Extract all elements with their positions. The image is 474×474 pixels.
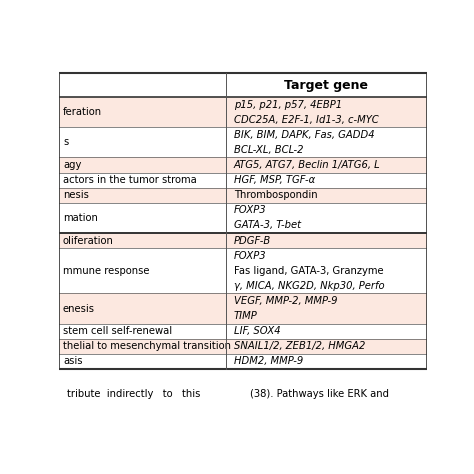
Text: FOXP3: FOXP3 <box>234 205 266 215</box>
Bar <box>59 203 427 233</box>
Text: BIK, BIM, DAPK, Fas, GADD4: BIK, BIM, DAPK, Fas, GADD4 <box>234 130 374 140</box>
Text: mmune response: mmune response <box>63 266 149 276</box>
Bar <box>59 173 427 188</box>
Text: oliferation: oliferation <box>63 236 114 246</box>
Text: GATA-3, T-bet: GATA-3, T-bet <box>234 220 301 230</box>
Bar <box>59 233 427 248</box>
Text: VEGF, MMP-2, MMP-9: VEGF, MMP-2, MMP-9 <box>234 296 337 306</box>
Text: nesis: nesis <box>63 190 89 200</box>
Text: asis: asis <box>63 356 82 366</box>
Text: ATG5, ATG7, Beclin 1/ATG6, L: ATG5, ATG7, Beclin 1/ATG6, L <box>234 160 381 170</box>
Text: PDGF-B: PDGF-B <box>234 236 271 246</box>
Text: Fas ligand, GATA-3, Granzyme: Fas ligand, GATA-3, Granzyme <box>234 266 383 276</box>
Text: HDM2, MMP-9: HDM2, MMP-9 <box>234 356 303 366</box>
Text: tribute  indirectly   to   this: tribute indirectly to this <box>66 390 200 400</box>
Bar <box>59 339 427 354</box>
Bar <box>59 157 427 173</box>
Text: CDC25A, E2F-1, Id1-3, c-MYC: CDC25A, E2F-1, Id1-3, c-MYC <box>234 115 379 125</box>
Text: Target gene: Target gene <box>284 79 368 91</box>
Bar <box>59 97 427 127</box>
Text: SNAIL1/2, ZEB1/2, HMGA2: SNAIL1/2, ZEB1/2, HMGA2 <box>234 341 365 351</box>
Text: thelial to mesenchymal transition: thelial to mesenchymal transition <box>63 341 231 351</box>
Bar <box>59 324 427 339</box>
Bar <box>59 188 427 203</box>
Text: stem cell self-renewal: stem cell self-renewal <box>63 326 172 336</box>
Text: BCL-XL, BCL-2: BCL-XL, BCL-2 <box>234 145 303 155</box>
Bar <box>59 354 427 369</box>
Text: FOXP3: FOXP3 <box>234 251 266 261</box>
Bar <box>59 127 427 157</box>
Bar <box>59 293 427 324</box>
Text: HGF, MSP, TGF-α: HGF, MSP, TGF-α <box>234 175 315 185</box>
Text: (38). Pathways like ERK and: (38). Pathways like ERK and <box>250 390 389 400</box>
Bar <box>59 73 427 97</box>
Text: LIF, SOX4: LIF, SOX4 <box>234 326 280 336</box>
Text: feration: feration <box>63 107 102 117</box>
Text: mation: mation <box>63 213 98 223</box>
Text: p15, p21, p57, 4EBP1: p15, p21, p57, 4EBP1 <box>234 100 342 109</box>
Bar <box>59 248 427 293</box>
Text: Thrombospondin: Thrombospondin <box>234 190 318 200</box>
Text: s: s <box>63 137 68 147</box>
Text: enesis: enesis <box>63 303 95 313</box>
Text: agy: agy <box>63 160 82 170</box>
Text: TIMP: TIMP <box>234 311 257 321</box>
Text: actors in the tumor stroma: actors in the tumor stroma <box>63 175 197 185</box>
Text: γ, MICA, NKG2D, Nkp30, Perfo: γ, MICA, NKG2D, Nkp30, Perfo <box>234 281 384 291</box>
